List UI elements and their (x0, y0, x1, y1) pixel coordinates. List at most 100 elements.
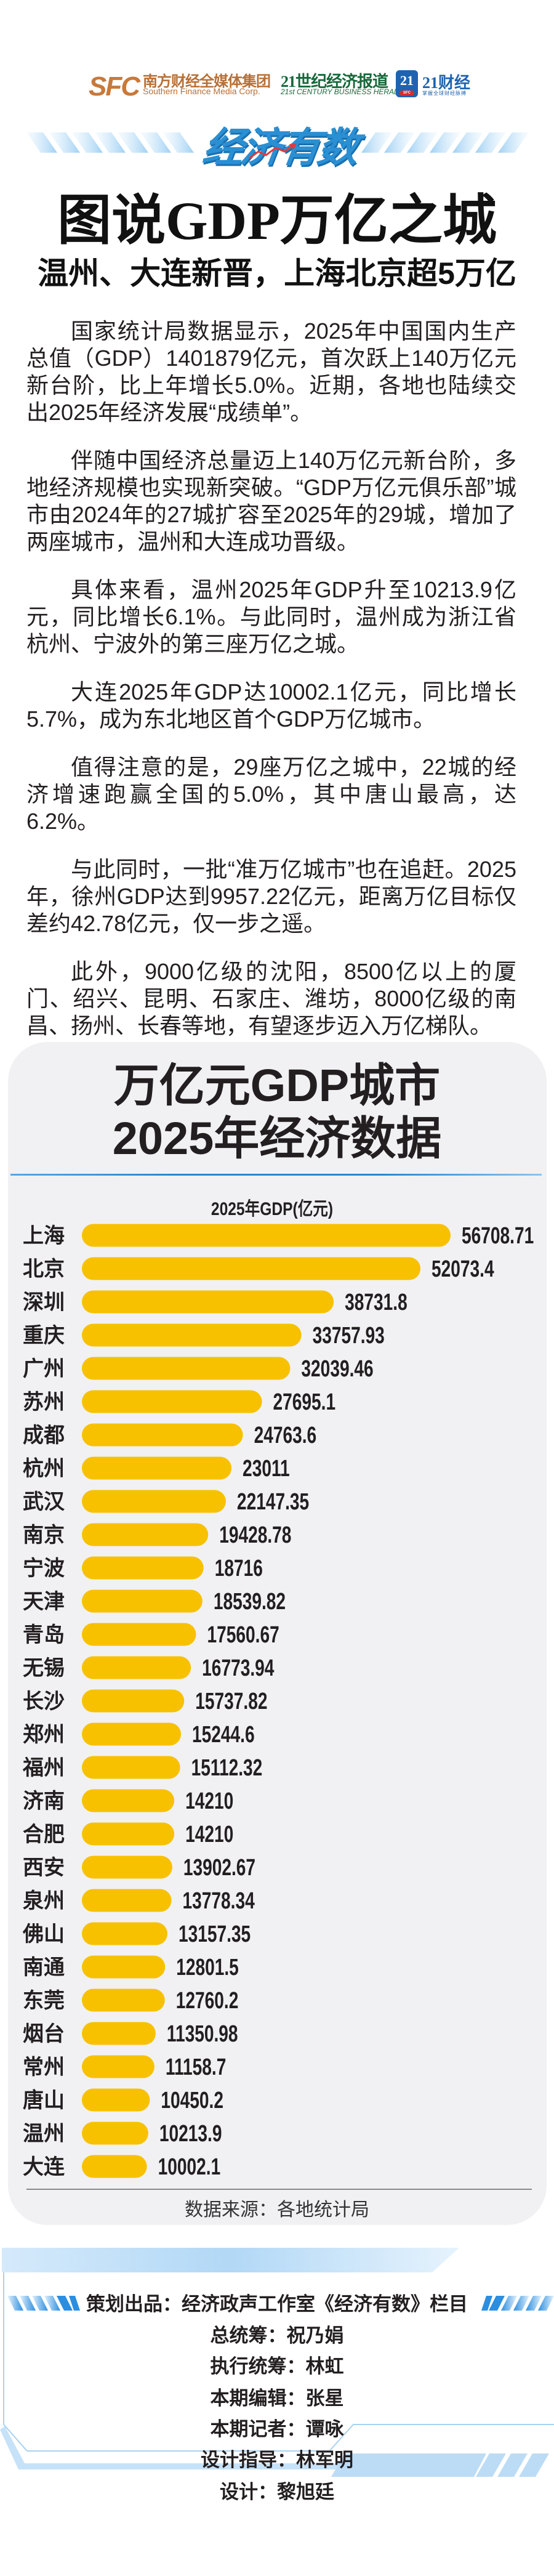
value-label: 15737.82 (195, 1689, 267, 1714)
bar (82, 2088, 150, 2112)
c21-app-icon: 21 SFC (396, 70, 418, 97)
category-label: 深圳 (23, 1291, 65, 1314)
bar-row: 东莞 12760.2 (23, 1988, 238, 2014)
bar-row: 西安 13902.67 (23, 1855, 255, 1881)
credits-line: 本期记者：谭咏 (210, 2418, 344, 2440)
gdp-bar-chart: 上海 56708.71 北京 52073.4 深圳 38731.8 重庆 33757.93 广州… (22, 1223, 534, 2180)
category-label: 苏州 (23, 1391, 65, 1414)
credits-producer: 策划出品：经济政声工作室《经济有数》栏目 (86, 2293, 468, 2315)
chart-panel-title-line2: 2025年经济数据 (112, 1113, 442, 1164)
category-label: 泉州 (23, 1889, 65, 1913)
right-credit-stripes-icon (481, 2296, 554, 2311)
bar-row: 天津 18539.82 (23, 1589, 286, 1615)
c21-logo-cn: 21财经 (422, 74, 471, 92)
column-brand-banner: 经济有数 (0, 115, 554, 173)
article-paragraph: 与此同时，一批“准万亿城市”也在追赶。2025年，徐州GDP达到9957.22亿… (26, 857, 516, 936)
bar (82, 1623, 196, 1646)
category-label: 北京 (23, 1258, 65, 1281)
bar (82, 1589, 203, 1613)
bar-row: 苏州 27695.1 (23, 1389, 335, 1415)
category-label: 重庆 (23, 1324, 65, 1347)
article-paragraph: 此外，9000亿级的沈阳，8500亿以上的厦门、绍兴、昆明、石家庄、潍坊，800… (26, 959, 516, 1038)
bar-row: 南京 19428.78 (23, 1522, 291, 1548)
value-label: 13902.67 (183, 1855, 255, 1881)
credits-line: 本期编辑：张星 (210, 2388, 344, 2409)
bar (82, 1689, 185, 1713)
bar (82, 1390, 262, 1413)
category-label: 青岛 (23, 1623, 65, 1647)
value-label: 33757.93 (313, 1323, 385, 1349)
bar (82, 1855, 172, 1879)
bar-row: 佛山 13157.35 (22, 1921, 251, 1947)
article-paragraph: 伴随中国经济总量迈上140万亿元新台阶，多地经济规模也实现新突破。“GDP万亿元… (26, 448, 516, 554)
value-label: 56708.71 (462, 1223, 534, 1249)
bar (82, 1955, 166, 1979)
data-source: 数据来源：各地统计局 (185, 2200, 369, 2220)
bar-row: 深圳 38731.8 (23, 1290, 407, 1315)
category-label: 天津 (23, 1590, 65, 1613)
bar (82, 1889, 172, 1912)
bar-row: 重庆 33757.93 (23, 1323, 385, 1349)
c21-badge-number: 21 (400, 73, 414, 88)
sfc-logo-mark: SFC (89, 71, 140, 102)
category-label: 温州 (23, 2122, 65, 2146)
value-label: 13778.34 (183, 1888, 255, 1914)
c21-logo-slogan: 掌握全球财经脉搏 (422, 91, 467, 96)
bar (82, 1523, 209, 1546)
sfc-logo-en: Southern Finance Media Corp. (143, 86, 260, 96)
credits-line: 执行统筹：林虹 (210, 2356, 344, 2377)
value-label: 13157.35 (179, 1921, 251, 1947)
bar-row: 郑州 15244.6 (23, 1722, 255, 1748)
bar-row: 温州 10213.9 (23, 2121, 222, 2147)
value-label: 10213.9 (159, 2121, 222, 2147)
chart-panel-title: 万亿元GDP城市 2025年经济数据 (0, 1059, 554, 1165)
cbh-logo-en: 21st CENTURY BUSINESS HERALD (281, 87, 404, 96)
bar (82, 1456, 232, 1480)
category-label: 常州 (23, 2056, 65, 2079)
article-paragraph: 大连2025年GDP达10002.1亿元，同比增长5.7%，成为东北地区首个GD… (26, 679, 516, 732)
value-label: 17560.67 (207, 1622, 279, 1648)
category-label: 杭州 (23, 1456, 65, 1480)
bar (82, 1290, 334, 1314)
bar-row: 长沙 15737.82 (23, 1689, 267, 1714)
credits-line: 设计：黎旭廷 (220, 2481, 334, 2503)
footer-bar (331, 2453, 486, 2477)
right-stripes-icon (361, 132, 529, 153)
source-divider (26, 2189, 532, 2190)
category-label: 东莞 (23, 1989, 65, 2013)
brand-stripes (26, 132, 529, 153)
bar-row: 北京 52073.4 (23, 1256, 494, 1282)
sfc-logo-cn: 南方财经全媒体集团 (143, 73, 271, 90)
bar-row: 成都 24763.6 (23, 1423, 316, 1448)
bar-row: 大连 10002.1 (23, 2154, 220, 2180)
value-label: 19428.78 (219, 1522, 291, 1548)
bar (82, 2022, 156, 2045)
value-label: 18716 (215, 1556, 263, 1581)
article-paragraph: 国家统计局数据显示，2025年中国国内生产总值（GDP）1401879亿元，首次… (26, 318, 516, 425)
cbh-logo-cn: 21世纪经济报道 (281, 73, 388, 91)
chart-panel-title-line1: 万亿元GDP城市 (113, 1060, 441, 1111)
value-label: 27695.1 (273, 1389, 336, 1415)
value-label: 15112.32 (191, 1755, 263, 1781)
credits-line: 设计指导：林军明 (201, 2449, 353, 2471)
category-label: 唐山 (23, 2088, 65, 2112)
category-label: 大连 (23, 2155, 65, 2179)
category-label: 济南 (23, 1790, 65, 1813)
bar-row: 无锡 16773.94 (23, 1655, 275, 1681)
value-label: 16773.94 (202, 1655, 275, 1681)
bar (82, 2055, 155, 2078)
category-label: 长沙 (23, 1690, 65, 1713)
bar-row: 济南 14210 (23, 1788, 233, 1814)
article-body: 国家统计局数据显示，2025年中国国内生产总值（GDP）1401879亿元，首次… (26, 318, 516, 1060)
category-label: 南通 (23, 1956, 65, 1979)
category-label: 福州 (22, 1756, 65, 1780)
value-label: 38731.8 (345, 1290, 407, 1315)
value-label: 24763.6 (254, 1423, 317, 1448)
category-label: 郑州 (23, 1723, 65, 1746)
frame-line (3, 2272, 554, 2452)
bar-row: 泉州 13778.34 (23, 1888, 255, 1914)
bar (82, 1224, 451, 1247)
bar-row: 上海 56708.71 (23, 1223, 534, 1249)
category-label: 烟台 (23, 2022, 65, 2046)
bar-row: 常州 11158.7 (23, 2054, 226, 2080)
